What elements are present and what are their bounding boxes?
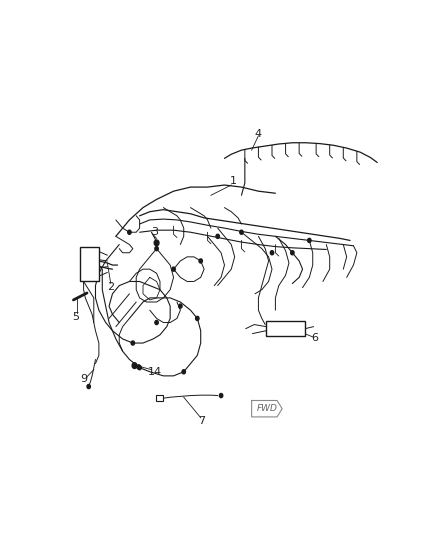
Bar — [155, 395, 163, 401]
Text: 3: 3 — [152, 227, 159, 237]
Circle shape — [270, 251, 274, 255]
Bar — [266, 321, 305, 336]
Text: 1: 1 — [230, 176, 237, 186]
Circle shape — [291, 251, 294, 255]
Circle shape — [137, 365, 140, 369]
Text: 2: 2 — [107, 282, 114, 292]
Circle shape — [138, 366, 141, 370]
Text: 6: 6 — [311, 333, 318, 343]
Text: 5: 5 — [72, 312, 79, 322]
Text: 7: 7 — [198, 416, 205, 426]
Text: 4: 4 — [255, 129, 262, 139]
Circle shape — [155, 247, 158, 251]
Circle shape — [154, 240, 159, 246]
Circle shape — [128, 230, 131, 235]
Circle shape — [179, 304, 182, 308]
Text: FWD: FWD — [257, 404, 277, 413]
Circle shape — [182, 370, 185, 374]
Circle shape — [155, 320, 158, 325]
Circle shape — [196, 317, 199, 320]
Circle shape — [172, 267, 175, 271]
Circle shape — [87, 384, 90, 389]
Text: 9: 9 — [81, 374, 88, 384]
Bar — [80, 247, 99, 281]
Circle shape — [199, 259, 202, 263]
Polygon shape — [251, 400, 282, 417]
Circle shape — [219, 393, 223, 398]
Circle shape — [240, 230, 243, 235]
Circle shape — [307, 238, 311, 243]
Circle shape — [216, 235, 219, 238]
Circle shape — [132, 363, 137, 368]
Text: 14: 14 — [148, 367, 162, 377]
Circle shape — [131, 341, 134, 345]
